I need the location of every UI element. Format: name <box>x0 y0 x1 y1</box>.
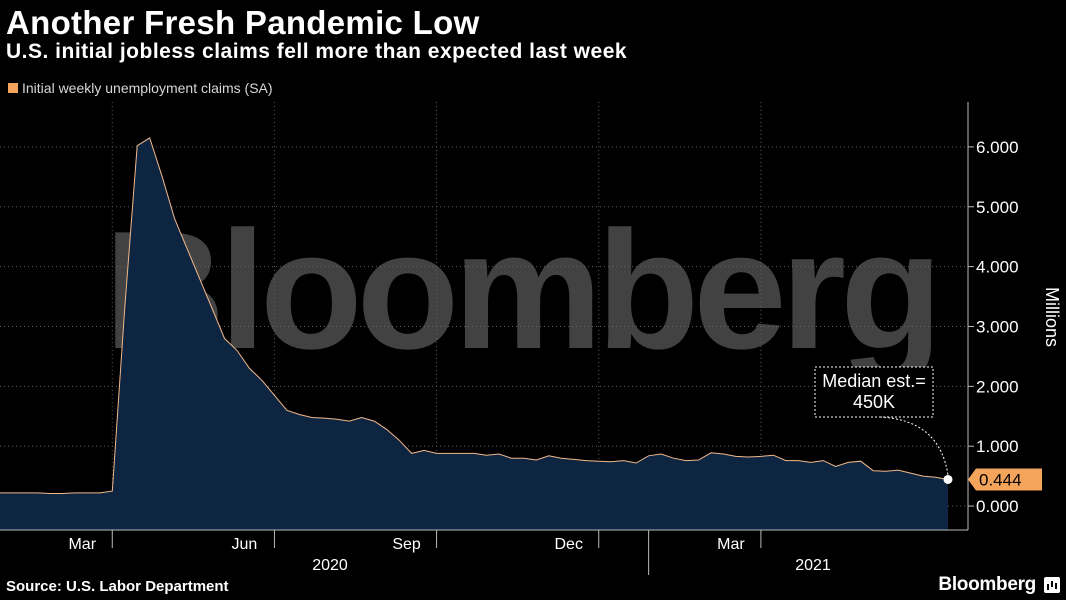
last-value-text: 0.444 <box>979 470 1022 489</box>
x-tick-label: Mar <box>717 536 745 553</box>
annotation-box <box>814 366 934 418</box>
x-tick-label: Jun <box>232 536 258 553</box>
annotation-group: Median est.= 450K <box>814 366 949 476</box>
y-tick-label: 5.000 <box>976 198 1019 217</box>
brand-chart-icon <box>1044 577 1060 593</box>
bloomberg-watermark: Bloomberg <box>104 196 937 384</box>
last-point-marker <box>943 474 953 484</box>
x-year-label: 2021 <box>795 557 831 574</box>
source-note: Source: U.S. Labor Department <box>6 578 229 595</box>
annotation-line-2: 450K <box>853 392 895 412</box>
chart-legend: Initial weekly unemployment claims (SA) <box>8 80 273 96</box>
x-axis: Mar Jun Sep Dec Mar 2020 2021 <box>0 529 968 575</box>
y-tick-label: 1.000 <box>976 437 1019 456</box>
y-tick-label: 3.000 <box>976 317 1019 336</box>
annotation-line-1: Median est.= <box>822 371 926 391</box>
annotation-leader <box>879 416 949 476</box>
chart-subtitle: U.S. initial jobless claims fell more th… <box>6 40 628 63</box>
y-tick-label: 4.000 <box>976 258 1019 277</box>
y-axis: 0.000 1.000 2.000 3.000 4.000 5.000 6.000 <box>967 102 1019 530</box>
series-area <box>0 137 948 530</box>
x-year-label: 2020 <box>312 557 348 574</box>
series-line <box>0 137 949 494</box>
y-tick-label: 6.000 <box>976 138 1019 157</box>
y-axis-label: Millions <box>1042 287 1062 347</box>
last-value-badge <box>968 468 1042 491</box>
y-tick-label: 0.000 <box>976 497 1019 516</box>
x-tick-label: Mar <box>68 536 96 553</box>
x-tick-label: Sep <box>392 536 421 553</box>
last-value-label: 0.444 <box>968 468 1042 491</box>
x-tick-label: Dec <box>555 536 583 553</box>
y-tick-label: 2.000 <box>976 377 1019 396</box>
legend-label: Initial weekly unemployment claims (SA) <box>22 80 273 96</box>
brand-logo-text: Bloomberg <box>938 574 1036 595</box>
chart-title: Another Fresh Pandemic Low <box>6 4 480 41</box>
legend-swatch <box>8 83 18 93</box>
